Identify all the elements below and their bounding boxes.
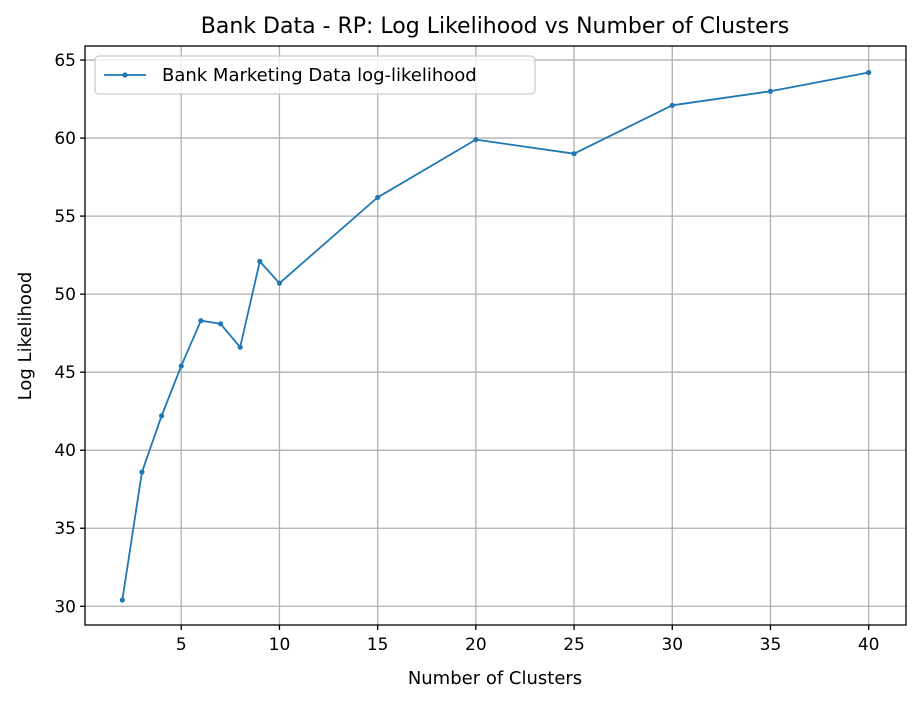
data-point [178, 363, 184, 369]
chart-title: Bank Data - RP: Log Likelihood vs Number… [201, 14, 789, 39]
x-tick-label: 30 [661, 635, 683, 655]
x-tick-label: 15 [367, 635, 389, 655]
series-layer [119, 69, 872, 603]
data-point [767, 88, 774, 94]
data-point [473, 137, 479, 143]
legend-box [94, 55, 536, 95]
y-tick-label: 40 [54, 441, 76, 461]
series-line [121, 71, 869, 601]
data-point [571, 151, 577, 157]
y-tick-label: 60 [54, 129, 76, 149]
x-tick-label: 40 [858, 635, 880, 655]
x-tick-label: 25 [563, 635, 585, 655]
legend-label: Bank Marketing Data log-likelihood [162, 65, 477, 86]
y-tick-label: 35 [54, 519, 76, 539]
x-axis-label: Number of Clusters [408, 668, 582, 689]
data-point [375, 194, 381, 200]
legend: Bank Marketing Data log-likelihood [94, 55, 536, 95]
data-point [119, 597, 125, 603]
data-point [198, 318, 204, 324]
ticks: 5 10 15 20 25 30 35 40 30 35 40 45 50 55 60 65 [54, 51, 879, 655]
legend-marker [122, 72, 128, 78]
data-point [159, 413, 165, 419]
data-point [276, 280, 283, 286]
data-point [866, 69, 872, 76]
y-tick-label: 55 [54, 207, 76, 227]
x-tick-label: 10 [269, 635, 291, 655]
grid [85, 46, 906, 625]
y-tick-label: 65 [54, 51, 76, 71]
y-tick-label: 45 [54, 363, 76, 383]
y-axis-label: Log Likelihood [15, 272, 36, 401]
data-point [669, 102, 675, 108]
plot-frame [84, 45, 907, 626]
y-tick-label: 50 [54, 285, 76, 305]
x-tick-label: 35 [760, 635, 782, 655]
data-point [237, 344, 243, 350]
y-tick-label: 30 [54, 597, 76, 617]
x-tick-label: 5 [176, 635, 187, 655]
data-point [217, 321, 224, 327]
data-point [139, 469, 145, 475]
x-tick-label: 20 [465, 635, 487, 655]
data-point [257, 258, 263, 264]
